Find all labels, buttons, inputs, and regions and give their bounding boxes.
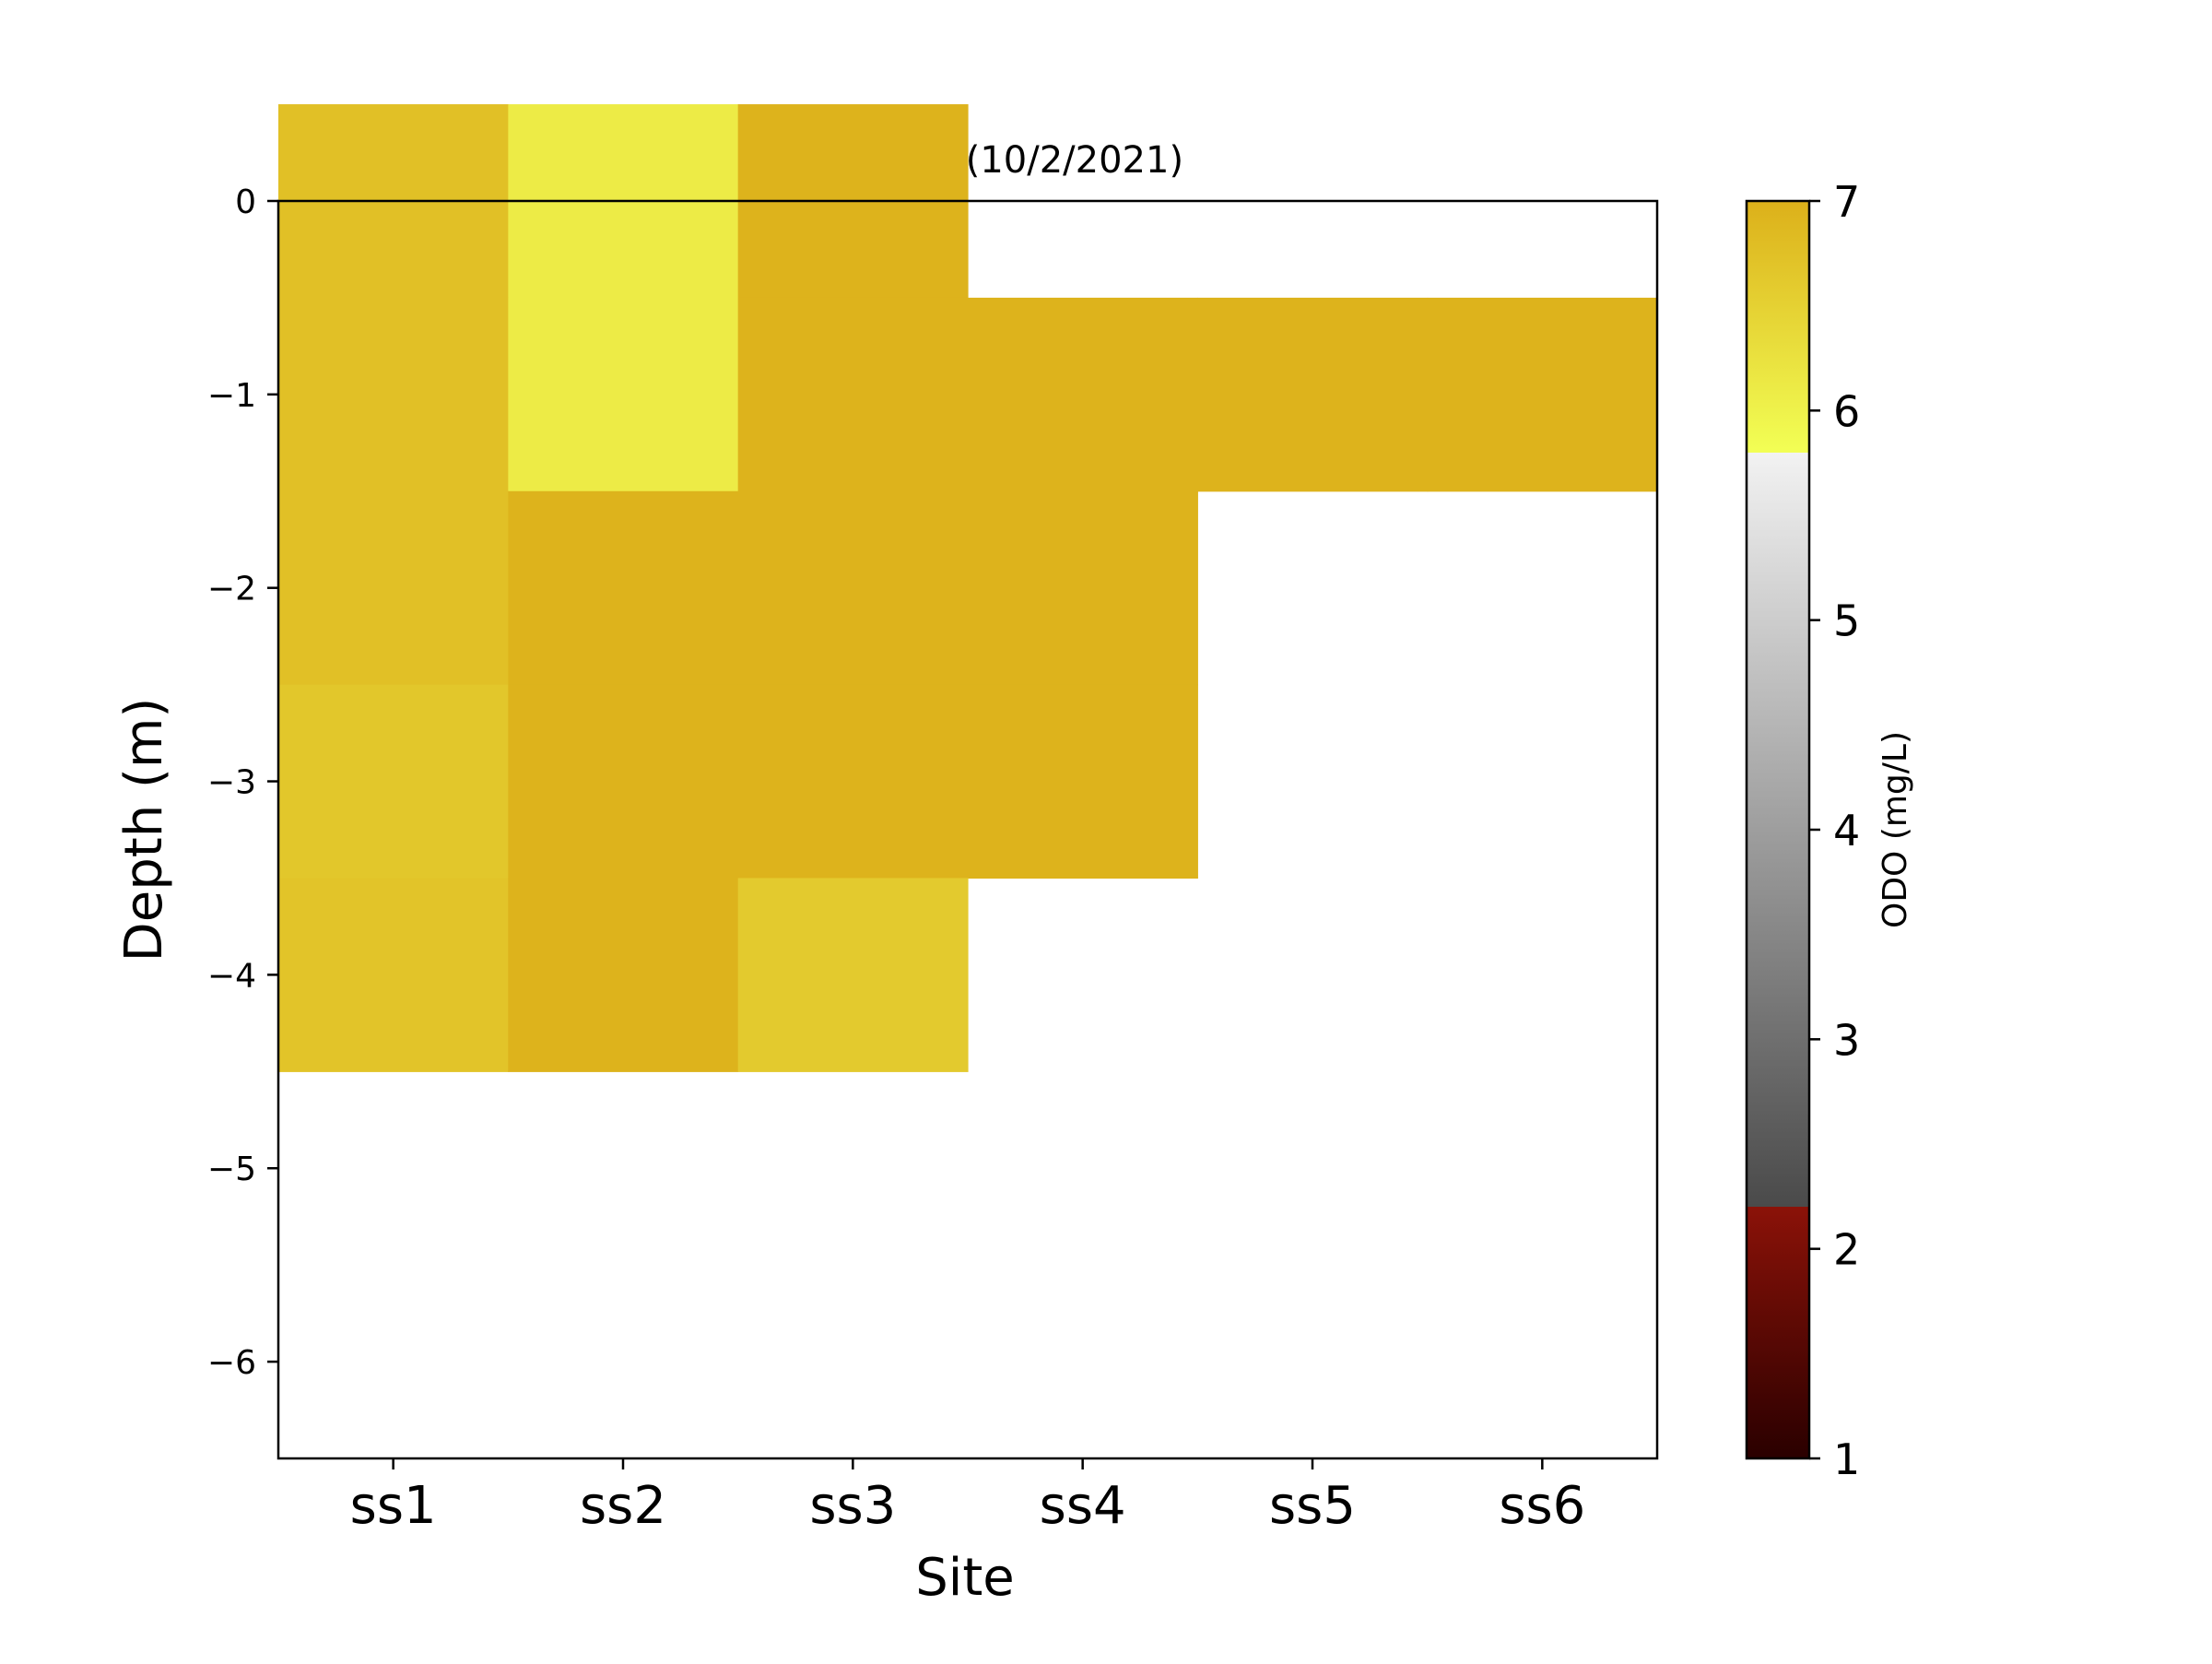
heatmap-cell [968,490,1198,686]
heatmap-cell [968,684,1198,879]
heatmap-cell [968,297,1198,492]
colorbar-tick-label: 3 [1833,1015,1860,1065]
heatmap-cell [508,297,739,492]
y-tick-label: −2 [207,571,256,608]
heatmap-cell [737,297,969,492]
y-tick-label: −6 [207,1344,256,1382]
y-tick-label: −1 [207,377,256,415]
x-tick-label: ss4 [1040,1476,1126,1536]
y-tick-label: −3 [207,764,256,802]
x-axis-label: Site [915,1548,1015,1608]
heatmap-cells [278,104,1658,1072]
colorbar-gradient [1745,199,1811,1460]
heatmap-cell [508,490,739,686]
y-axis-ticks: 0 −1 −2 −3 −4 −5 −6 [207,183,278,1382]
colorbar-label: ODO (mg/L) [1877,731,1914,928]
x-tick-label: ss1 [350,1476,437,1536]
heatmap-cell [278,490,509,686]
x-tick-label: ss5 [1269,1476,1356,1536]
heatmap-cell [278,297,509,492]
heatmap-cell [1427,297,1658,492]
heatmap-cell [278,684,509,879]
y-tick-label: −5 [207,1151,256,1188]
heatmap-cell [508,684,739,879]
colorbar-tick-label: 1 [1833,1434,1860,1484]
colorbar: 1 2 3 4 5 6 7 [1745,177,1860,1484]
x-tick-label: ss2 [580,1476,666,1536]
x-tick-label: ss6 [1499,1476,1585,1536]
colorbar-tick-label: 4 [1833,806,1860,856]
plot-frame [276,199,1659,1460]
y-axis-label: Depth (m) [114,698,174,962]
y-tick-label: −4 [207,957,256,995]
heatmap-cell [737,684,969,879]
x-axis-ticks: ss1 ss2 ss3 ss4 ss5 ss6 [350,1458,1585,1536]
colorbar-tick-label: 6 [1833,386,1860,436]
heatmap-cell [1197,297,1429,492]
heatmap-cell [278,878,509,1072]
colorbar-tick-label: 5 [1833,596,1860,646]
x-tick-label: ss3 [809,1476,896,1536]
heatmap-cell [508,878,739,1072]
colorbar-tick-label: 7 [1833,177,1860,227]
y-tick-label: 0 [235,183,256,221]
heatmap-cell [737,878,969,1072]
colorbar-tick-label: 2 [1833,1225,1860,1275]
heatmap-cell [737,490,969,686]
